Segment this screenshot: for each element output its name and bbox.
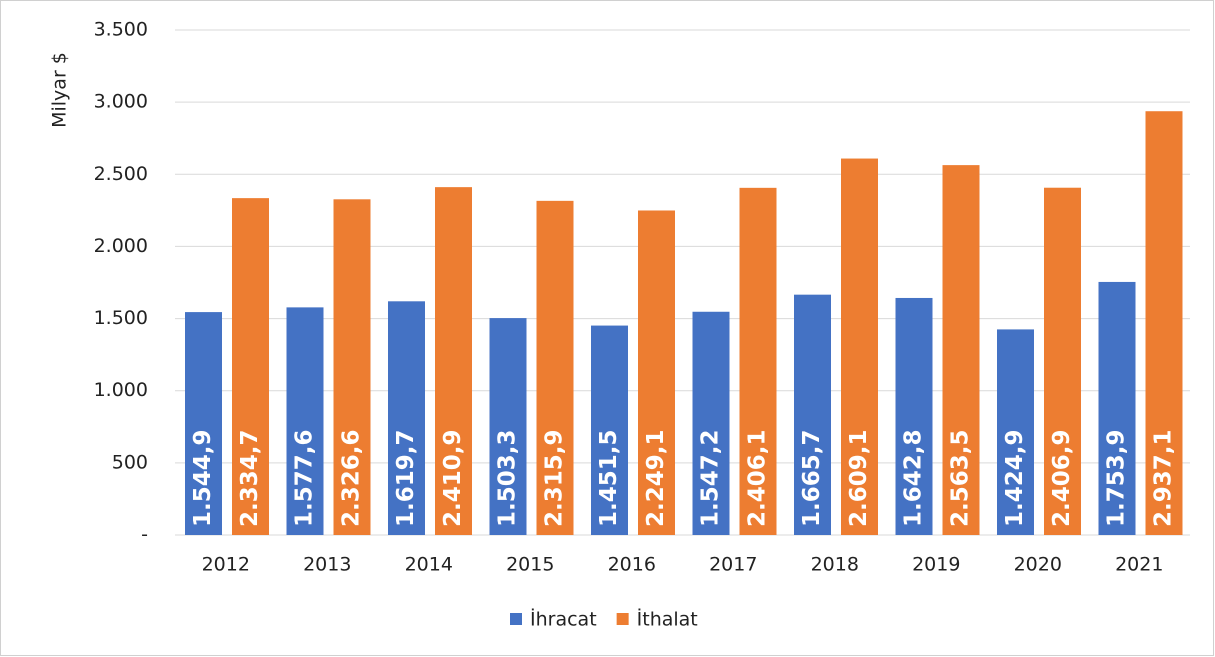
bar — [942, 165, 980, 535]
x-tick-label: 2020 — [1014, 554, 1062, 576]
value-label: 1.577,6 — [292, 430, 318, 528]
y-axis-label: Milyar $ — [49, 52, 71, 128]
x-tick-label: 2014 — [405, 554, 453, 576]
bar — [1098, 281, 1136, 535]
x-tick-label: 2012 — [202, 554, 250, 576]
bar — [333, 199, 371, 535]
value-label: 2.249,1 — [643, 430, 669, 528]
x-tick-label: 2019 — [912, 554, 960, 576]
x-tick-label: 2018 — [811, 554, 859, 576]
value-label: 1.503,3 — [495, 430, 521, 528]
bar — [841, 158, 878, 536]
bar — [388, 301, 425, 535]
y-tick-label: 2.500 — [94, 163, 148, 185]
y-tick-label: 2.000 — [94, 235, 148, 257]
bar — [435, 187, 472, 535]
legend-label: İhracat — [530, 608, 597, 631]
y-tick-label: 3.500 — [94, 19, 148, 41]
legend-label: İthalat — [637, 608, 698, 631]
x-tick-label: 2013 — [303, 554, 351, 576]
value-label: 1.665,7 — [799, 430, 825, 528]
bar — [638, 210, 675, 535]
x-tick-label: 2016 — [608, 554, 656, 576]
value-label: 1.544,9 — [190, 430, 216, 528]
y-tick-label: 500 — [112, 451, 148, 473]
legend-swatch — [616, 613, 629, 625]
value-label: 2.334,7 — [237, 430, 263, 528]
y-tick-label: 3.000 — [94, 91, 148, 113]
bar — [739, 187, 777, 535]
bar — [794, 294, 831, 535]
bar — [185, 312, 222, 535]
bar — [895, 297, 933, 535]
y-tick-label: - — [141, 524, 148, 546]
value-label: 2.410,9 — [440, 430, 466, 528]
value-label: 2.326,6 — [339, 430, 365, 528]
legend-swatch — [510, 613, 522, 625]
bar — [1145, 111, 1183, 535]
bar — [489, 318, 527, 535]
x-tick-label: 2017 — [709, 554, 757, 576]
bar — [1044, 187, 1081, 535]
value-label: 1.619,7 — [393, 430, 419, 528]
value-label: 2.406,9 — [1049, 430, 1075, 528]
value-label: 1.424,9 — [1002, 430, 1028, 528]
value-label: 1.642,8 — [901, 430, 927, 528]
value-label: 1.451,5 — [596, 430, 622, 528]
bar — [692, 311, 730, 535]
x-tick-label: 2021 — [1115, 554, 1163, 576]
y-tick-label: 1.500 — [94, 307, 148, 329]
value-label: 2.563,5 — [948, 430, 974, 528]
bar — [286, 307, 324, 535]
bar — [536, 200, 574, 536]
value-label: 1.547,2 — [698, 430, 724, 528]
bar — [997, 329, 1034, 535]
bar — [232, 198, 269, 535]
x-tick-label: 2015 — [506, 554, 554, 576]
value-label: 2.609,1 — [846, 430, 872, 528]
value-label: 2.406,1 — [745, 430, 771, 528]
value-label: 2.937,1 — [1151, 430, 1177, 528]
bar — [591, 325, 628, 535]
y-tick-label: 1.000 — [94, 379, 148, 401]
value-label: 2.315,9 — [542, 430, 568, 528]
value-label: 1.753,9 — [1104, 430, 1130, 528]
